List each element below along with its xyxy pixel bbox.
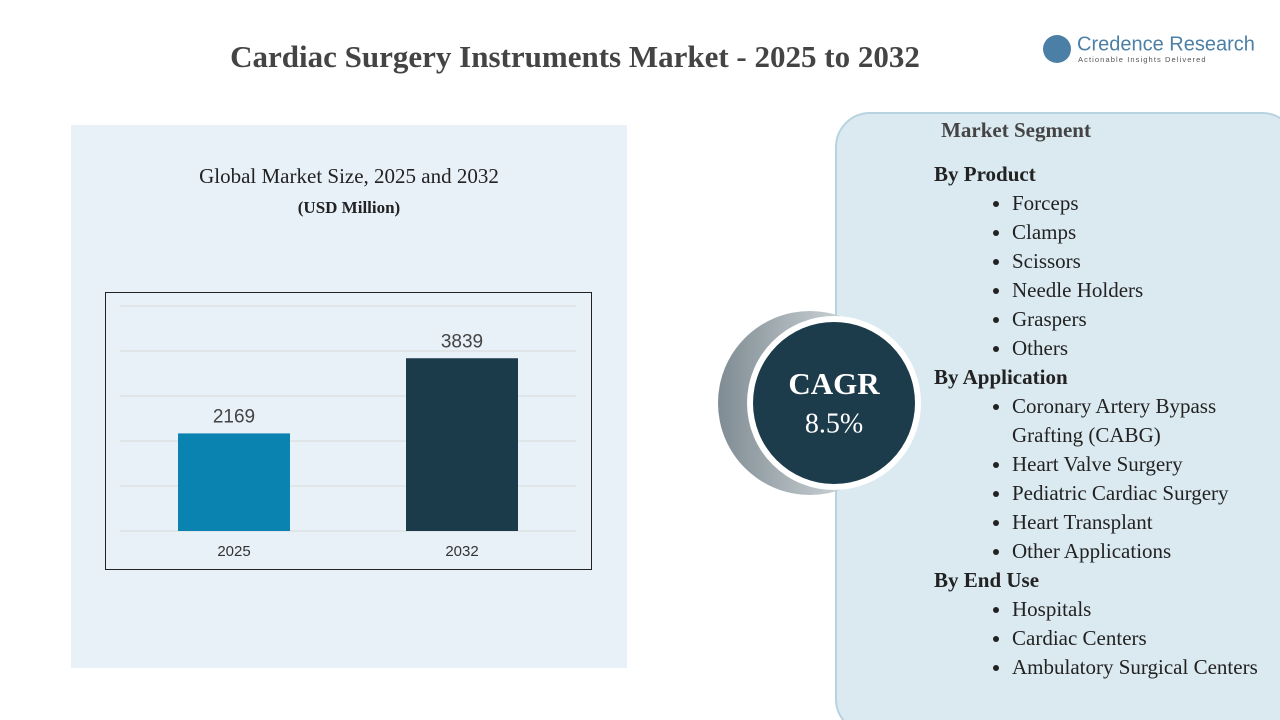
segment-item: Clamps xyxy=(1012,218,1274,247)
logo-icon xyxy=(1043,35,1071,63)
segment-item: Pediatric Cardiac Surgery xyxy=(1012,479,1274,508)
segment-item: Graspers xyxy=(1012,305,1274,334)
x-tick-label: 2025 xyxy=(217,543,250,560)
segment-item: Scissors xyxy=(1012,247,1274,276)
segment-group: By Application xyxy=(934,365,1068,389)
bar xyxy=(406,358,518,531)
segment-items: Coronary Artery Bypass Grafting (CABG)He… xyxy=(934,392,1274,566)
segment-item: Heart Valve Surgery xyxy=(1012,450,1274,479)
segment-items: ForcepsClampsScissorsNeedle HoldersGrasp… xyxy=(934,189,1274,363)
data-label: 3839 xyxy=(441,331,483,352)
segment-item: Heart Transplant xyxy=(1012,508,1274,537)
segment-item: Ambulatory Surgical Centers xyxy=(1012,653,1274,682)
cagr-circle xyxy=(753,322,915,484)
segment-group: By End Use xyxy=(934,568,1040,592)
segment-item: Others xyxy=(1012,334,1274,363)
segment-group: By Product xyxy=(934,162,1036,186)
cagr-label: CAGR xyxy=(788,366,880,401)
segment-item: Other Applications xyxy=(1012,537,1274,566)
bar xyxy=(178,433,290,531)
chart-subtitle: (USD Million) xyxy=(298,198,400,217)
segment-item: Forceps xyxy=(1012,189,1274,218)
segment-item: Hospitals xyxy=(1012,595,1274,624)
chart-title: Global Market Size, 2025 and 2032 xyxy=(199,164,499,188)
segment-item: Coronary Artery Bypass Grafting (CABG) xyxy=(1012,392,1274,450)
x-tick-label: 2032 xyxy=(445,543,478,560)
data-label: 2169 xyxy=(213,406,255,427)
logo-name: Credence Research xyxy=(1077,33,1255,55)
segment-title: Market Segment xyxy=(941,118,1091,142)
segment-list: By Product ForcepsClampsScissorsNeedle Ho… xyxy=(934,160,1274,682)
plot: 2169 2025 3839 2032 xyxy=(120,305,576,560)
plot-frame xyxy=(105,292,592,570)
segment-item: Cardiac Centers xyxy=(1012,624,1274,653)
cagr-value: 8.5% xyxy=(805,408,863,439)
segment-item: Needle Holders xyxy=(1012,276,1274,305)
page-title: Cardiac Surgery Instruments Market - 202… xyxy=(230,39,920,74)
segment-items: HospitalsCardiac CentersAmbulatory Surgi… xyxy=(934,595,1274,682)
logo-tagline: Actionable Insights Delivered xyxy=(1078,55,1207,64)
